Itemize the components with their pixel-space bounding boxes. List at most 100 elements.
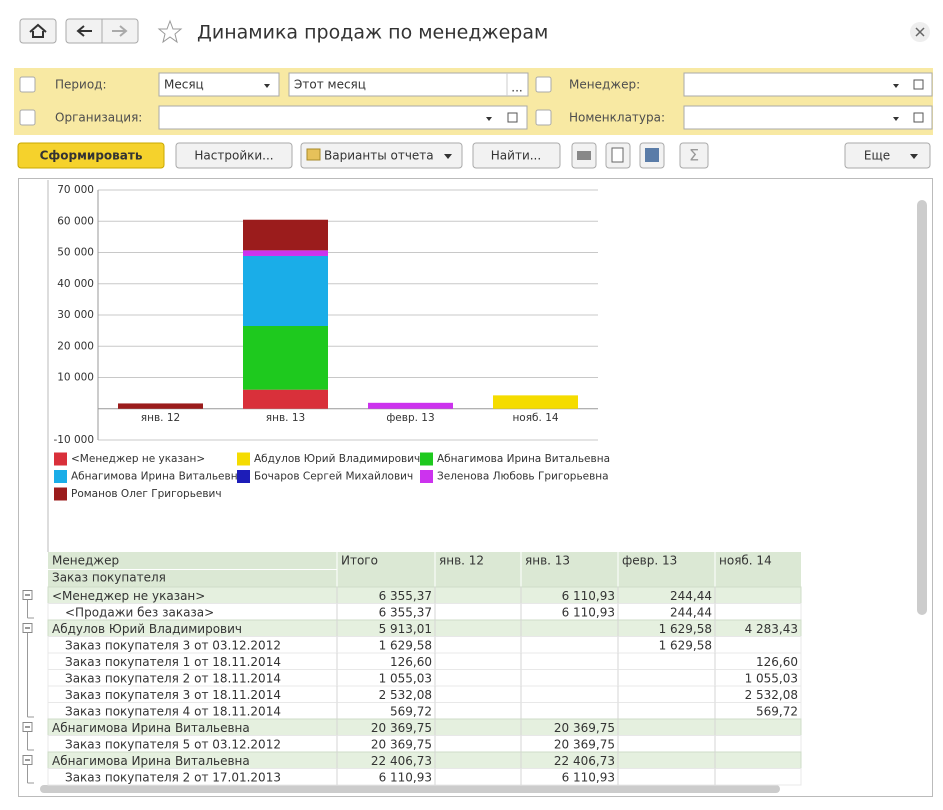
y-tick-label: 30 000 [57,309,94,321]
button-label: Найти... [491,149,541,163]
select-button[interactable]: ... [511,81,522,95]
column-subheader: Заказ покупателя [52,571,166,585]
cell: 1 629,58 [659,638,712,652]
cell: 6 355,37 [379,605,432,619]
checkbox[interactable] [19,109,36,126]
bar-segment [118,403,203,409]
cell: 2 532,08 [379,688,432,702]
filter-label: Менеджер: [569,78,640,92]
legend-swatch [420,452,433,466]
dropdown-arrow [444,154,452,159]
cell: Заказ покупателя 3 от 03.12.2012 [65,638,281,652]
cell: 4 283,43 [745,622,798,636]
y-tick-label: 70 000 [57,184,94,196]
cell: 20 369,75 [371,737,432,751]
input-value: Этот месяц [294,78,366,92]
cell: 1 629,58 [659,622,712,636]
checkbox[interactable] [535,109,552,126]
dropdown-arrow [910,154,918,159]
report-table: Менеджер Итого янв. 12 янв. 13 февр. 13 нояб.… [22,552,802,786]
sum-button[interactable] [679,142,709,169]
x-tick-label: янв. 13 [266,412,305,424]
cell: 20 369,75 [554,721,615,735]
cell: 2 532,08 [745,688,798,702]
y-tick-label: 20 000 [57,340,94,352]
filter-label: Период: [55,78,107,92]
close-icon [915,27,925,37]
legend-swatch [54,452,67,466]
cell: 6 110,93 [379,770,432,784]
cell: Заказ покупателя 2 от 17.01.2013 [65,770,281,784]
column-header: янв. 12 [439,554,484,568]
favorite-star[interactable] [157,19,183,44]
button-label: Σ [689,146,699,165]
select-value: Месяц [164,78,204,92]
find-button[interactable] [472,142,561,169]
report-frame [18,178,933,797]
input[interactable] [288,72,529,97]
cell: 126,60 [390,655,432,669]
column-header: февр. 13 [622,554,677,568]
legend-swatch [237,470,250,483]
page-title: Динамика продаж по менеджерам [197,22,548,44]
cell: 569,72 [390,704,432,718]
more-button[interactable] [844,142,931,169]
select[interactable] [158,72,280,97]
bar-segment [368,402,453,409]
variants-button[interactable] [300,142,463,169]
column-header: Менеджер [52,554,119,568]
column-header: янв. 13 [525,554,570,568]
cell: 22 406,73 [554,754,615,768]
checkbox[interactable] [535,76,552,93]
y-tick-label: 50 000 [57,247,94,259]
cell: 6 355,37 [379,589,432,603]
legend-swatch [237,452,250,466]
print-icon [577,151,591,160]
legend-label: Романов Олег Григорьевич [71,488,222,500]
cell: 20 369,75 [554,737,615,751]
cell: 20 369,75 [371,721,432,735]
cell: 126,60 [756,655,798,669]
legend-label: Абдулов Юрий Владимирович [254,453,420,465]
chart: -10 000 10 000 20 000 30 000 40 000 50 000 60 … [53,184,610,501]
cell: 1 055,03 [745,671,798,685]
bar-segment [243,250,328,256]
legend-swatch [420,470,433,483]
legend-label: <Менеджер не указан> [71,453,205,465]
legend-label: Бочаров Сергей Михайлович [254,471,413,483]
cell: Заказ покупателя 4 от 18.11.2014 [65,704,281,718]
cell: Абдулов Юрий Владимирович [52,622,242,636]
y-tick-label: -10 000 [53,434,94,446]
input[interactable] [158,105,528,130]
cell: 1 055,03 [379,671,432,685]
filter-label: Организация: [55,111,142,125]
y-tick-label: 40 000 [57,278,94,290]
input[interactable] [683,72,933,97]
legend-label: Абнагимова Ирина Витальевна [71,471,244,483]
bar-segment [243,325,328,390]
bar-segment [243,219,328,251]
horizontal-scrollbar[interactable] [40,785,780,793]
cell: Абнагимова Ирина Витальевна [52,754,250,768]
settings-button[interactable] [175,142,293,169]
bar-segment [243,255,328,326]
preview-icon [611,147,624,163]
home-button[interactable] [19,18,57,44]
legend-label: Абнагимова Ирина Витальевна [437,453,610,465]
cell: 569,72 [756,704,798,718]
x-tick-label: янв. 12 [141,412,180,424]
y-tick-label: 60 000 [57,215,94,227]
input[interactable] [683,105,933,130]
button-label: Сформировать [40,149,143,163]
cell: 1 629,58 [379,638,432,652]
cell: 6 110,93 [562,770,615,784]
cell: Абнагимова Ирина Витальевна [52,721,250,735]
forward-icon [112,25,128,37]
generate-button[interactable] [17,142,165,169]
x-tick-label: нояб. 14 [512,412,558,424]
legend-label: Зеленова Любовь Григорьевна [437,471,609,483]
vertical-scrollbar[interactable] [917,200,927,615]
checkbox[interactable] [19,76,36,93]
open-icon [913,112,924,123]
